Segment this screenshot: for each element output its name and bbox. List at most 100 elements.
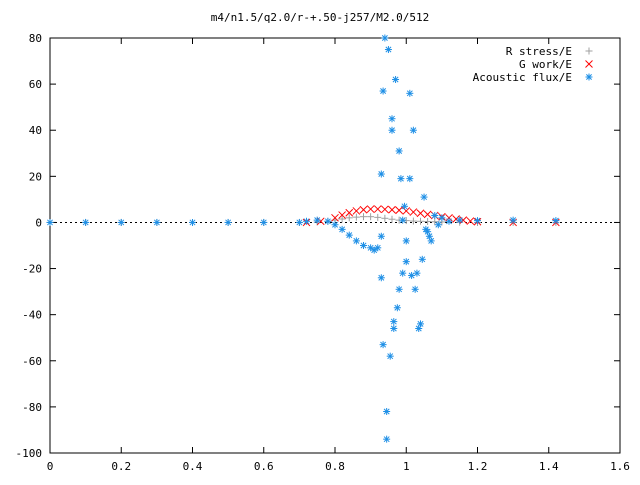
data-point-stroke xyxy=(401,203,408,210)
data-point-stroke xyxy=(338,211,346,219)
data-point xyxy=(367,213,375,221)
x-tick-label: 1.2 xyxy=(468,460,488,473)
data-point-stroke xyxy=(47,219,53,226)
data-point-stroke xyxy=(383,436,390,443)
data-point-stroke xyxy=(339,226,346,233)
data-point-stroke xyxy=(296,219,303,226)
data-point xyxy=(379,87,387,95)
data-point-stroke xyxy=(324,218,331,225)
data-point xyxy=(338,211,346,219)
data-point-stroke xyxy=(456,217,463,224)
data-point-stroke xyxy=(421,194,428,201)
data-point-stroke xyxy=(394,304,401,311)
data-point xyxy=(386,352,394,360)
data-point xyxy=(416,209,425,218)
data-point xyxy=(331,221,339,229)
data-point-stroke xyxy=(314,217,321,224)
data-point-stroke xyxy=(82,219,89,226)
data-point xyxy=(413,269,421,277)
data-point-stroke xyxy=(431,212,438,219)
legend-label: G work/E xyxy=(519,58,572,71)
data-point xyxy=(459,216,468,224)
data-point-stroke xyxy=(260,219,267,226)
data-point xyxy=(313,216,321,224)
y-tick-label: 20 xyxy=(29,170,42,183)
data-point-stroke xyxy=(387,353,394,360)
data-point xyxy=(474,217,481,225)
data-point xyxy=(388,205,396,214)
data-point-stroke xyxy=(552,217,559,224)
x-tick-label: 1 xyxy=(403,460,410,473)
data-point-stroke xyxy=(331,213,339,222)
data-point xyxy=(395,206,403,215)
data-point xyxy=(466,217,475,225)
legend-marker xyxy=(585,47,593,55)
y-tick-label: -80 xyxy=(22,401,42,414)
y-tick-label: 0 xyxy=(35,216,42,229)
data-point xyxy=(402,237,410,245)
data-point-stroke xyxy=(367,244,374,251)
data-point xyxy=(384,46,392,54)
x-tick-label: 1.4 xyxy=(539,460,559,473)
y-tick-label: 60 xyxy=(29,78,42,91)
data-point xyxy=(381,205,389,214)
data-point xyxy=(381,34,389,42)
data-point xyxy=(383,435,391,443)
data-point-stroke xyxy=(399,217,406,224)
data-point xyxy=(360,213,367,221)
data-point xyxy=(352,237,360,245)
data-point xyxy=(509,216,517,224)
legend-label: Acoustic flux/E xyxy=(473,71,572,84)
data-point xyxy=(406,89,414,97)
data-point xyxy=(379,341,387,349)
series-layer xyxy=(46,34,560,443)
data-point-stroke xyxy=(459,216,468,224)
data-point-stroke xyxy=(403,258,410,265)
data-point-stroke xyxy=(389,127,395,134)
data-point-stroke xyxy=(392,76,399,83)
data-point xyxy=(374,213,382,221)
axes: 0 0.2 0.4 0.6 0.8 1 1.2 1.4 1.6 80 60 40 20 0 -20 -40 -6… xyxy=(16,32,630,473)
data-point-stroke xyxy=(390,325,397,332)
data-point-stroke xyxy=(380,341,387,348)
data-point-stroke xyxy=(416,209,425,218)
data-point xyxy=(399,269,407,277)
data-point xyxy=(424,218,432,226)
data-point-stroke xyxy=(403,237,410,244)
data-point-stroke xyxy=(396,147,403,154)
x-tick-label: 1.6 xyxy=(610,460,630,473)
data-point-stroke xyxy=(406,175,413,182)
data-point-stroke xyxy=(419,256,426,263)
data-point xyxy=(397,175,405,183)
data-point xyxy=(427,237,435,245)
data-point-stroke xyxy=(374,244,381,251)
data-point xyxy=(377,170,385,178)
data-point-stroke xyxy=(303,218,310,225)
data-point-stroke xyxy=(423,210,432,219)
data-point xyxy=(331,213,339,222)
data-point xyxy=(411,285,419,293)
data-point-stroke xyxy=(360,242,367,249)
data-point xyxy=(377,274,385,282)
data-point xyxy=(374,244,382,252)
data-point-stroke xyxy=(378,171,385,178)
data-point-stroke xyxy=(402,207,411,215)
data-point xyxy=(402,258,410,266)
legend-marker xyxy=(585,60,593,68)
data-point xyxy=(367,244,375,252)
legend-marker-stroke xyxy=(585,60,593,68)
data-point-stroke xyxy=(371,247,378,254)
data-point xyxy=(456,216,464,224)
data-point xyxy=(383,408,391,415)
data-point-stroke xyxy=(366,205,375,213)
data-point xyxy=(431,212,439,220)
y-tick-label: 80 xyxy=(29,32,42,45)
data-point-stroke xyxy=(397,175,404,182)
data-point-stroke xyxy=(510,217,517,224)
data-point xyxy=(388,215,396,223)
data-point-stroke xyxy=(378,274,385,281)
data-point xyxy=(366,205,375,213)
data-point xyxy=(418,255,426,263)
